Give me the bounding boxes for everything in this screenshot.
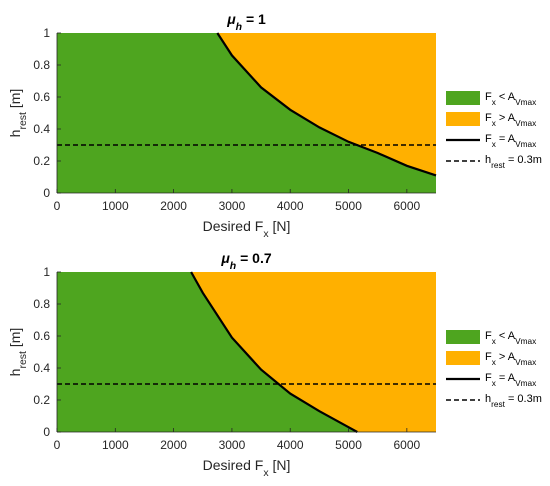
x-axis-label: Desired Fx [N]: [203, 218, 291, 240]
boundary-curve: [190, 271, 358, 433]
title-symbol: μ: [226, 11, 236, 27]
legend-label: Fx = AVmax: [485, 372, 537, 388]
x-tick-label: 5000: [335, 199, 362, 213]
legend-label: Fx > AVmax: [485, 351, 537, 367]
y-axis-label: hrest [m]: [7, 328, 29, 377]
boundary-curve: [216, 32, 437, 177]
legend-label: Fx < AVmax: [485, 91, 537, 107]
x-tick-label: 4000: [277, 199, 304, 213]
legend-label: Fx = AVmax: [485, 133, 537, 149]
title-value: = 1: [242, 11, 266, 27]
x-tick-label: 0: [54, 438, 61, 452]
legend-label: hrest = 0.3m: [485, 154, 542, 170]
region-below: [57, 33, 436, 193]
region-below: [57, 272, 358, 432]
title-value: = 0.7: [236, 250, 272, 266]
x-tick-label: 6000: [393, 438, 420, 452]
y-tick-label: 0.2: [33, 154, 50, 168]
legend-label: hrest = 0.3m: [485, 393, 542, 409]
legend-swatch: [446, 112, 480, 126]
y-tick-label: 0: [43, 425, 50, 439]
chart-title: μh = 1: [226, 11, 266, 33]
y-tick-label: 0.4: [33, 122, 50, 136]
legend: Fx < AVmax Fx > AVmax Fx = AVmax hrest = 0.…: [446, 330, 542, 409]
x-tick-label: 1000: [102, 438, 129, 452]
legend: Fx < AVmax Fx > AVmax Fx = AVmax hrest = 0.…: [446, 91, 542, 170]
y-tick-label: 0: [43, 186, 50, 200]
x-tick-label: 6000: [393, 199, 420, 213]
y-tick-label: 0.4: [33, 361, 50, 375]
y-tick-label: 0.2: [33, 393, 50, 407]
x-axis-label: Desired Fx [N]: [203, 457, 291, 479]
title-symbol: μ: [220, 250, 230, 266]
legend-label: Fx > AVmax: [485, 112, 537, 128]
chart-2: 0 1000 2000 3000 4000 5000 6000 0 0.2 0.4 0.6 0.8 1 μ…: [7, 250, 542, 479]
title-subscript: h: [236, 21, 242, 33]
legend-swatch: [446, 351, 480, 365]
x-tick-label: 3000: [219, 438, 246, 452]
legend-swatch: [446, 91, 480, 105]
legend-label: Fx < AVmax: [485, 330, 537, 346]
y-tick-label: 1: [43, 26, 50, 40]
x-tick-label: 4000: [277, 438, 304, 452]
x-tick-label: 1000: [102, 199, 129, 213]
y-tick-label: 1: [43, 265, 50, 279]
y-tick-label: 0.6: [33, 329, 50, 343]
x-tick-label: 2000: [160, 199, 187, 213]
chart-1: 0 1000 2000 3000 4000 5000 6000 0 0.2 0.4 0.6 0.8 1 μ…: [7, 11, 542, 240]
x-tick-label: 2000: [160, 438, 187, 452]
x-tick-label: 3000: [219, 199, 246, 213]
title-subscript: h: [230, 260, 236, 272]
chart-title: μh = 0.7: [220, 250, 272, 272]
y-tick-label: 0.8: [33, 297, 50, 311]
y-axis-label: hrest [m]: [7, 89, 29, 138]
legend-swatch: [446, 330, 480, 344]
x-tick-label: 5000: [335, 438, 362, 452]
y-tick-label: 0.6: [33, 90, 50, 104]
y-tick-label: 0.8: [33, 58, 50, 72]
x-tick-label: 0: [54, 199, 61, 213]
